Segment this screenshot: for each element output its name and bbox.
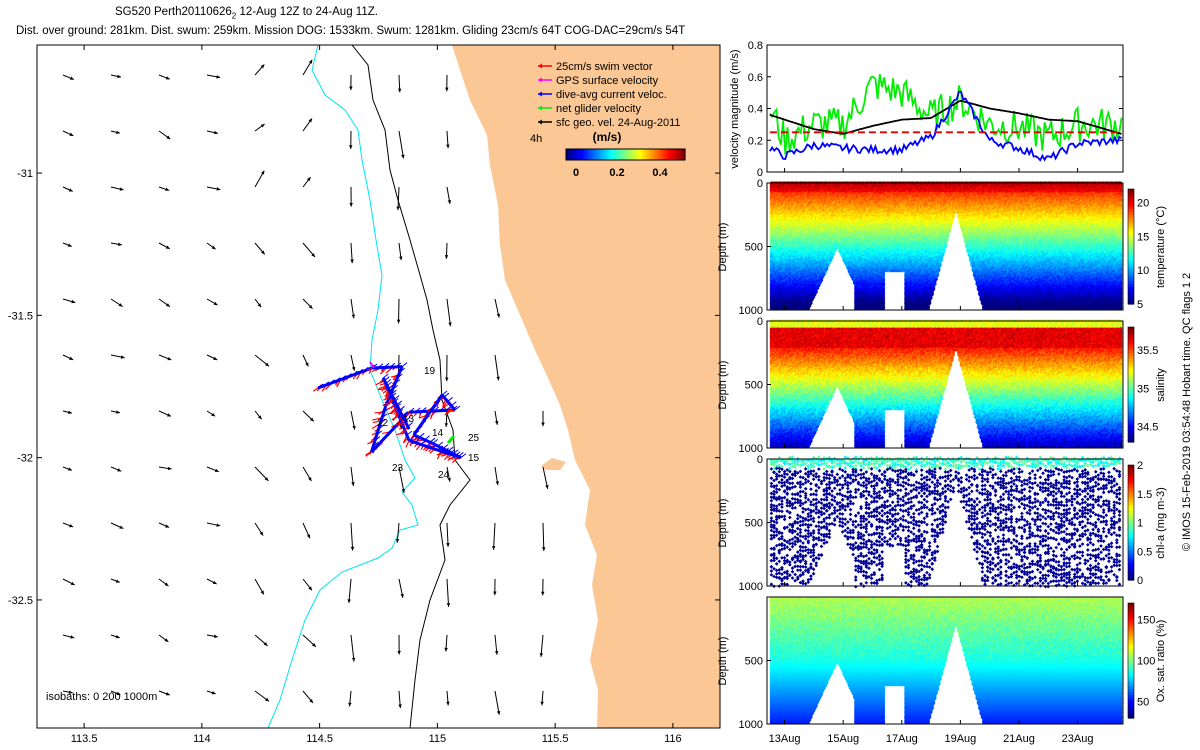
day-label: 15 (468, 453, 480, 464)
x-tick-label: 114 (193, 733, 211, 745)
day-label: 14 (432, 428, 444, 439)
legend-entry: sfc geo. vel. 24-Aug-2011 (556, 117, 681, 129)
vel-y-tick-label: 0.4 (748, 104, 763, 116)
legend-entry: net glider velocity (556, 103, 641, 115)
y-tick-label: -31 (17, 168, 33, 180)
time-marker: 4h (530, 133, 542, 145)
x-tick-label: 115 (429, 733, 447, 745)
speed-colorbar (566, 149, 686, 160)
day-label: 23 (392, 463, 404, 474)
day-label: 24 (438, 470, 450, 481)
colorbar-tick: 0.2 (609, 167, 624, 179)
legend-entry: 25cm/s swim vector (556, 61, 653, 73)
vel-y-tick-label: 0.8 (748, 40, 763, 52)
colorbar-title: (m/s) (593, 130, 622, 144)
velocity-ylabel: velocity magnitude (m/s) (729, 49, 741, 168)
velocity-frame (767, 45, 1123, 172)
legend-entry: dive-avg current veloc. (556, 89, 667, 101)
day-label: 19 (424, 366, 436, 377)
velocity-panel: 00.20.40.60.8 velocity magnitude (m/s) (729, 40, 1123, 179)
y-tick-label: -31.5 (8, 310, 33, 322)
legend-entry: GPS surface velocity (556, 75, 659, 87)
map-panel: 113.5 114 114.5 115 115.5 116 -31 -31.5 -32 -32.5… (8, 45, 720, 745)
colorbar-tick: 0.4 (652, 167, 668, 179)
colorbar-tick: 0 (573, 167, 579, 179)
x-tick-label: 114.5 (306, 733, 333, 745)
x-tick-label: 116 (664, 733, 682, 745)
dac-track-segment (372, 367, 402, 368)
day-label: 13 (403, 414, 415, 425)
isobath-legend: isobaths: 0 200 1000m (46, 691, 157, 703)
vel-y-tick-label: 0.6 (748, 72, 763, 84)
x-tick-label: 115.5 (542, 733, 569, 745)
day-label: 25 (468, 433, 480, 444)
section-panels: 0500100020151050500100035.53534.50500100… (739, 178, 1159, 731)
y-tick-label: -32.5 (8, 595, 33, 607)
day-label: 22 (377, 418, 389, 429)
vel-y-tick-label: 0.2 (748, 135, 763, 147)
y-tick-label: -32 (17, 453, 33, 465)
x-tick-label: 113.5 (71, 733, 98, 745)
